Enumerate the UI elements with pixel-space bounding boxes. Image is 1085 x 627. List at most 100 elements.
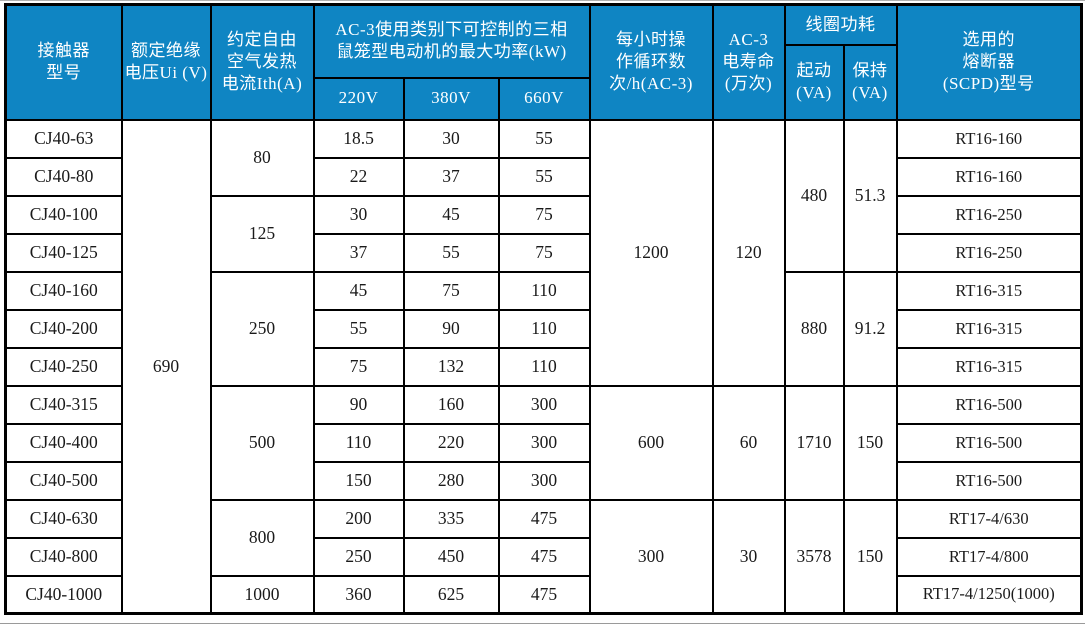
table-row: CJ40-1000 1000 360 625 475 RT17-4/1250(1… xyxy=(4,574,1083,615)
power-660v-cell: 300 xyxy=(497,422,591,463)
col-header-coil-start: 起动 (VA) xyxy=(783,43,845,121)
model-cell: CJ40-1000 xyxy=(4,574,123,615)
power-660v-cell: 475 xyxy=(497,574,591,615)
power-220v-cell: 110 xyxy=(312,422,405,463)
ops-cell: 1200 xyxy=(588,118,714,387)
coil-start-cell: 1710 xyxy=(783,384,845,501)
power-380v-cell: 280 xyxy=(402,460,500,501)
coil-hold-cell: 150 xyxy=(842,498,898,615)
power-660v-cell: 55 xyxy=(497,118,591,159)
table-body: CJ40-63 690 80 18.5 30 55 1200 120 480 5… xyxy=(4,118,1083,615)
power-380v-cell: 37 xyxy=(402,156,500,197)
power-380v-cell: 55 xyxy=(402,232,500,273)
coil-start-cell: 880 xyxy=(783,270,845,387)
power-660v-cell: 55 xyxy=(497,156,591,197)
power-220v-cell: 150 xyxy=(312,460,405,501)
fuse-cell: RT16-160 xyxy=(895,156,1083,197)
power-380v-cell: 132 xyxy=(402,346,500,387)
table-row: CJ40-80 22 37 55 RT16-160 xyxy=(4,156,1083,197)
table-row: CJ40-125 37 55 75 RT16-250 xyxy=(4,232,1083,273)
col-header-ops-per-hour: 每小时操 作循环数 次/h(AC-3) xyxy=(588,3,714,121)
col-header-model: 接触器 型号 xyxy=(4,3,123,121)
col-header-max-power: AC-3使用类别下可控制的三相 鼠笼型电动机的最大功率(kW) xyxy=(312,3,591,79)
col-header-fuse: 选用的 熔断器 (SCPD)型号 xyxy=(895,3,1083,121)
col-header-electrical-life: AC-3 电寿命 (万次) xyxy=(711,3,786,121)
col-header-coil-hold: 保持 (VA) xyxy=(842,43,898,121)
table-row: CJ40-800 250 450 475 RT17-4/800 xyxy=(4,536,1083,577)
rated-voltage-cell: 690 xyxy=(120,118,212,615)
ith-cell: 250 xyxy=(209,270,315,387)
life-cell: 60 xyxy=(711,384,786,501)
power-380v-cell: 220 xyxy=(402,422,500,463)
fuse-cell: RT16-160 xyxy=(895,118,1083,159)
power-220v-cell: 22 xyxy=(312,156,405,197)
fuse-cell: RT16-315 xyxy=(895,270,1083,311)
ith-cell: 800 xyxy=(209,498,315,577)
power-380v-cell: 450 xyxy=(402,536,500,577)
model-cell: CJ40-160 xyxy=(4,270,123,311)
fuse-cell: RT16-500 xyxy=(895,384,1083,425)
ith-cell: 80 xyxy=(209,118,315,197)
fuse-cell: RT16-315 xyxy=(895,346,1083,387)
col-header-380v: 380V xyxy=(402,76,500,121)
fuse-cell: RT17-4/630 xyxy=(895,498,1083,539)
power-220v-cell: 90 xyxy=(312,384,405,425)
model-cell: CJ40-200 xyxy=(4,308,123,349)
table-row: CJ40-200 55 90 110 RT16-315 xyxy=(4,308,1083,349)
coil-hold-cell: 150 xyxy=(842,384,898,501)
power-660v-cell: 475 xyxy=(497,536,591,577)
power-220v-cell: 75 xyxy=(312,346,405,387)
model-cell: CJ40-80 xyxy=(4,156,123,197)
contactor-spec-table: 接触器 型号 额定绝缘 电压Ui (V) 约定自由 空气发热 电流Ith(A) … xyxy=(4,3,1083,615)
power-380v-cell: 45 xyxy=(402,194,500,235)
fuse-cell: RT16-500 xyxy=(895,460,1083,501)
power-660v-cell: 75 xyxy=(497,194,591,235)
power-660v-cell: 110 xyxy=(497,346,591,387)
fuse-cell: RT16-250 xyxy=(895,194,1083,235)
power-660v-cell: 300 xyxy=(497,384,591,425)
page-bottom-divider xyxy=(0,623,1085,624)
fuse-cell: RT17-4/1250(1000) xyxy=(895,574,1083,615)
coil-hold-cell: 91.2 xyxy=(842,270,898,387)
table-row: CJ40-160 250 45 75 110 880 91.2 RT16-315 xyxy=(4,270,1083,387)
coil-start-cell: 480 xyxy=(783,118,845,273)
table-row: CJ40-250 75 132 110 RT16-315 xyxy=(4,346,1083,387)
power-220v-cell: 37 xyxy=(312,232,405,273)
power-380v-cell: 75 xyxy=(402,270,500,311)
col-header-220v: 220V xyxy=(312,76,405,121)
ith-cell: 500 xyxy=(209,384,315,501)
power-220v-cell: 45 xyxy=(312,270,405,311)
page-top-divider xyxy=(0,0,1085,1)
coil-hold-cell: 51.3 xyxy=(842,118,898,273)
ops-cell: 300 xyxy=(588,498,714,615)
power-380v-cell: 625 xyxy=(402,574,500,615)
model-cell: CJ40-100 xyxy=(4,194,123,235)
table-row: CJ40-315 500 90 160 300 600 60 1710 150 … xyxy=(4,384,1083,501)
ops-cell: 600 xyxy=(588,384,714,501)
table-row: CJ40-400 110 220 300 RT16-500 xyxy=(4,422,1083,463)
ith-cell: 125 xyxy=(209,194,315,273)
fuse-cell: RT16-250 xyxy=(895,232,1083,273)
model-cell: CJ40-250 xyxy=(4,346,123,387)
model-cell: CJ40-800 xyxy=(4,536,123,577)
fuse-cell: RT16-315 xyxy=(895,308,1083,349)
table-header: 接触器 型号 额定绝缘 电压Ui (V) 约定自由 空气发热 电流Ith(A) … xyxy=(4,3,1083,121)
table-row: CJ40-63 690 80 18.5 30 55 1200 120 480 5… xyxy=(4,118,1083,615)
model-cell: CJ40-63 xyxy=(4,118,123,159)
power-220v-cell: 250 xyxy=(312,536,405,577)
table-row: CJ40-630 800 200 335 475 300 30 3578 150… xyxy=(4,498,1083,615)
col-header-660v: 660V xyxy=(497,76,591,121)
power-220v-cell: 55 xyxy=(312,308,405,349)
model-cell: CJ40-400 xyxy=(4,422,123,463)
power-380v-cell: 90 xyxy=(402,308,500,349)
model-cell: CJ40-125 xyxy=(4,232,123,273)
col-header-rated-voltage: 额定绝缘 电压Ui (V) xyxy=(120,3,212,121)
fuse-cell: RT16-500 xyxy=(895,422,1083,463)
power-660v-cell: 475 xyxy=(497,498,591,539)
fuse-cell: RT17-4/800 xyxy=(895,536,1083,577)
power-660v-cell: 75 xyxy=(497,232,591,273)
table-row: CJ40-500 150 280 300 RT16-500 xyxy=(4,460,1083,501)
power-660v-cell: 110 xyxy=(497,270,591,311)
power-220v-cell: 360 xyxy=(312,574,405,615)
power-220v-cell: 200 xyxy=(312,498,405,539)
